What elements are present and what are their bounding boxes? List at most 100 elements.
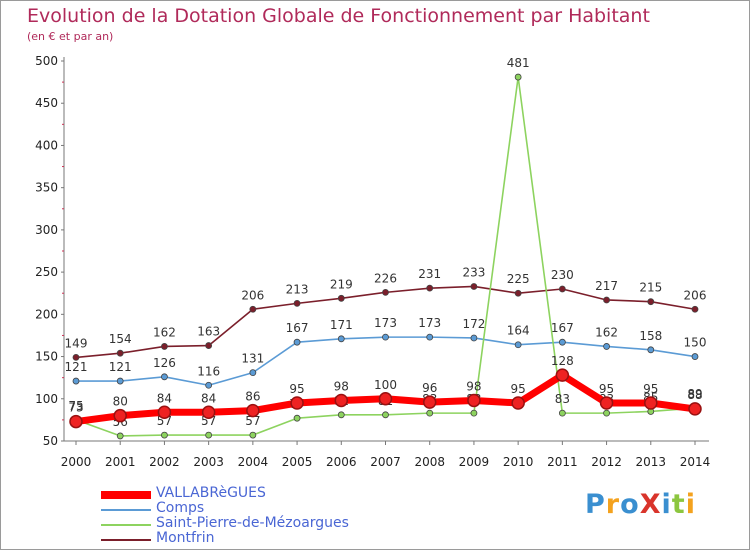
data-point-montfrin	[293, 299, 301, 307]
data-point-vallabr-gues	[511, 396, 525, 410]
data-point-vallabr-gues	[467, 393, 481, 408]
data-label-comps: 173	[418, 316, 441, 330]
data-point-vallabr-gues	[644, 396, 658, 410]
data-point-montfrin	[426, 284, 434, 292]
data-point-saint-pierre-de-m-zoargues	[514, 73, 522, 81]
data-point-montfrin	[603, 296, 610, 304]
data-label-saint-pierre-de-m-zoargues: 57	[245, 414, 260, 428]
logo-letter: o	[620, 489, 640, 520]
data-label-vallabr-gues: 95	[511, 382, 526, 396]
data-point-comps	[647, 346, 655, 354]
data-point-comps	[558, 338, 566, 346]
x-tick-label: 2013	[636, 455, 667, 469]
data-label-montfrin: 206	[684, 288, 707, 302]
data-point-comps	[205, 381, 213, 389]
x-tick-label: 2002	[149, 455, 180, 469]
data-point-vallabr-gues	[290, 396, 304, 410]
y-tick-label: 100	[35, 392, 58, 406]
logo-letter: P	[585, 489, 606, 520]
data-label-comps: 171	[330, 318, 353, 332]
legend-swatch	[101, 524, 151, 526]
data-point-montfrin	[249, 305, 257, 313]
data-label-montfrin: 226	[374, 271, 397, 285]
y-tick-label: 500	[35, 54, 58, 68]
data-point-montfrin	[205, 342, 213, 349]
data-point-saint-pierre-de-m-zoargues	[116, 432, 124, 440]
y-tick-label: 250	[35, 265, 58, 279]
data-label-vallabr-gues: 128	[551, 354, 574, 368]
data-label-vallabr-gues: 98	[466, 379, 481, 393]
data-label-montfrin: 154	[109, 332, 132, 346]
data-label-comps: 150	[684, 336, 707, 350]
data-label-comps: 167	[551, 321, 574, 335]
logo-letter: X	[639, 489, 662, 520]
data-label-vallabr-gues: 73	[68, 401, 83, 415]
data-point-montfrin	[382, 288, 389, 296]
x-tick-label: 2001	[105, 455, 136, 469]
y-tick-label: 350	[35, 181, 58, 195]
data-point-montfrin	[691, 305, 699, 313]
data-point-vallabr-gues	[688, 402, 702, 416]
data-label-comps: 162	[595, 325, 618, 339]
data-point-vallabr-gues	[201, 405, 216, 420]
y-tick-label: 150	[35, 350, 58, 364]
data-label-montfrin: 233	[462, 265, 485, 279]
data-label-vallabr-gues: 84	[201, 391, 216, 405]
data-point-montfrin	[558, 285, 566, 293]
legend-label: VALLABRèGUES	[156, 485, 266, 501]
data-point-saint-pierre-de-m-zoargues	[161, 431, 168, 439]
data-label-vallabr-gues: 86	[245, 390, 260, 404]
data-label-comps: 167	[286, 321, 309, 335]
data-point-comps	[426, 333, 434, 341]
data-point-montfrin	[470, 283, 478, 290]
y-tick-label: 450	[35, 96, 58, 110]
data-point-vallabr-gues	[599, 396, 614, 410]
x-tick-label: 2012	[591, 455, 622, 469]
data-point-saint-pierre-de-m-zoargues	[603, 409, 610, 417]
data-label-montfrin: 206	[241, 288, 264, 302]
data-label-vallabr-gues: 100	[374, 378, 397, 392]
y-tick-label: 50	[43, 434, 58, 448]
data-point-vallabr-gues	[246, 403, 260, 418]
data-point-vallabr-gues	[378, 392, 393, 406]
chart-subtitle: (en € et par an)	[27, 30, 114, 43]
data-label-comps: 121	[65, 360, 88, 374]
data-label-montfrin: 230	[551, 268, 574, 282]
data-label-montfrin: 162	[153, 325, 176, 339]
data-label-comps: 116	[197, 364, 220, 378]
proxiti-logo: ProXiti	[585, 489, 696, 520]
x-tick-label: 2003	[193, 455, 224, 469]
data-label-comps: 131	[241, 352, 264, 366]
x-tick-label: 2007	[370, 455, 401, 469]
data-point-vallabr-gues	[69, 414, 83, 429]
x-tick-label: 2005	[282, 455, 313, 469]
y-tick-label: 300	[35, 223, 58, 237]
x-tick-label: 2014	[680, 455, 711, 469]
data-point-vallabr-gues	[422, 395, 437, 409]
data-point-comps	[514, 341, 522, 349]
data-point-comps	[72, 377, 80, 385]
data-label-saint-pierre-de-m-zoargues: 481	[507, 56, 530, 70]
data-point-comps	[249, 369, 257, 377]
data-label-vallabr-gues: 84	[157, 391, 172, 405]
data-label-montfrin: 213	[286, 282, 309, 296]
data-point-montfrin	[514, 289, 522, 297]
data-point-saint-pierre-de-m-zoargues	[293, 414, 301, 422]
data-point-saint-pierre-de-m-zoargues	[426, 409, 434, 417]
data-label-montfrin: 149	[65, 336, 88, 350]
data-label-vallabr-gues: 95	[643, 382, 658, 396]
x-tick-label: 2004	[238, 455, 269, 469]
data-point-saint-pierre-de-m-zoargues	[558, 409, 566, 417]
x-tick-label: 2006	[326, 455, 357, 469]
data-point-vallabr-gues	[113, 408, 127, 423]
data-label-vallabr-gues: 96	[422, 381, 437, 395]
data-label-saint-pierre-de-m-zoargues: 75	[68, 399, 83, 413]
y-tick-label: 400	[35, 138, 58, 152]
data-label-comps: 173	[374, 316, 397, 330]
data-label-comps: 126	[153, 356, 176, 370]
data-point-saint-pierre-de-m-zoargues	[337, 411, 345, 419]
legend-label: Montfrin	[156, 530, 215, 546]
data-label-montfrin: 225	[507, 272, 530, 286]
